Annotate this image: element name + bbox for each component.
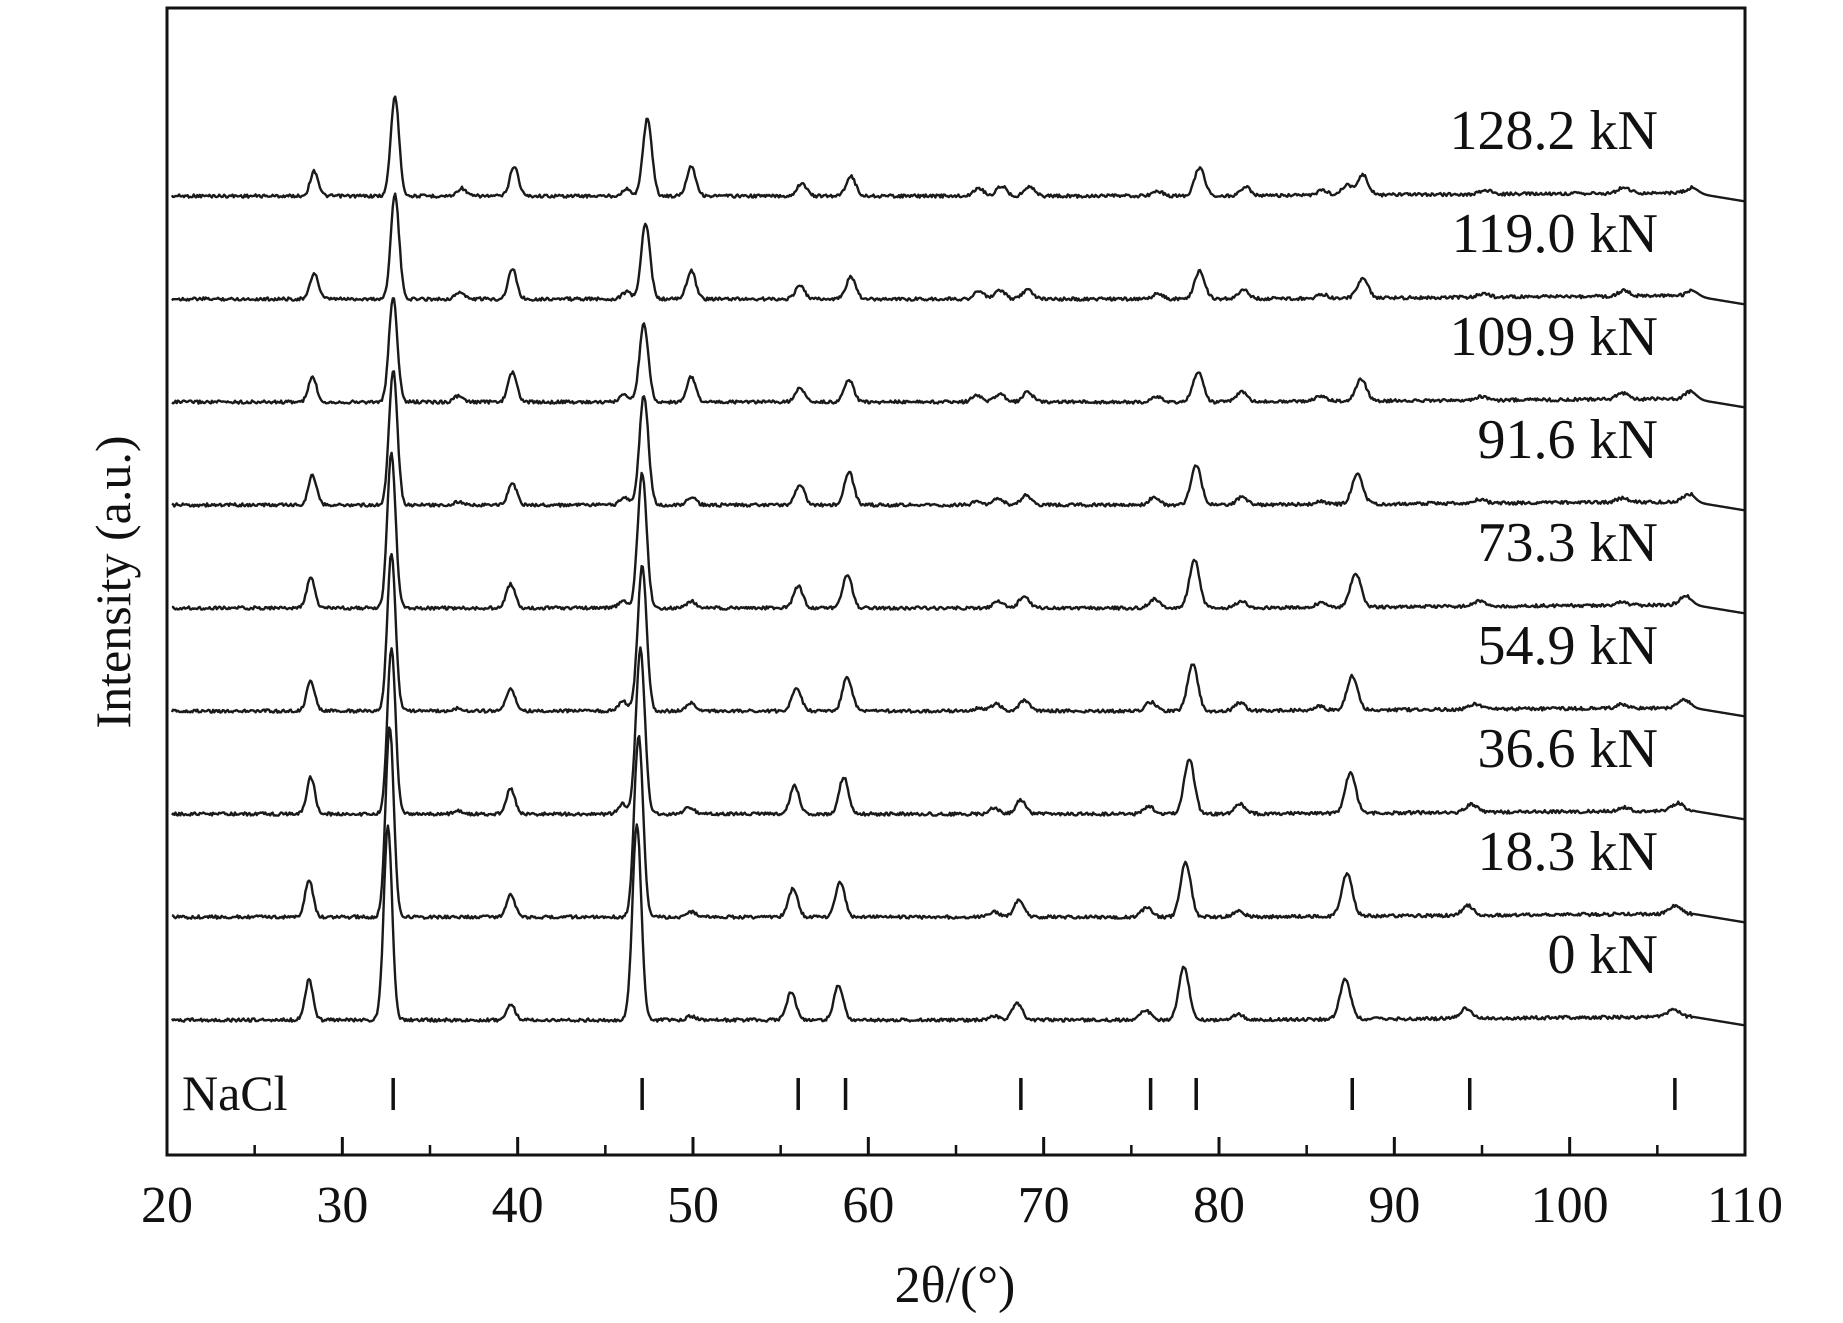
x-tick-label: 40 <box>492 1177 544 1234</box>
series-label-layer: 128.2 kN 119.0 kN 109.9 kN 91.6 kN 73.3 kN 54… <box>1450 100 1658 986</box>
reference-label: NaCl <box>182 1065 288 1121</box>
series-label: 128.2 kN <box>1450 100 1658 162</box>
x-tick-label: 110 <box>1707 1177 1783 1234</box>
series-layer <box>170 95 1744 1027</box>
reference-layer: NaCl <box>182 1065 1677 1121</box>
series-label: 73.3 kN <box>1478 512 1658 574</box>
y-axis-title: Intensity (a.u.) <box>85 436 141 729</box>
xrd-series-line <box>171 451 1744 615</box>
series-label: 91.6 kN <box>1478 409 1658 471</box>
xrd-series-line <box>170 552 1744 718</box>
series-label: 18.3 kN <box>1478 821 1658 883</box>
xrd-series-line <box>171 192 1744 306</box>
x-axis-title: 2θ/(°) <box>895 1257 1016 1314</box>
x-tick-label: 30 <box>316 1177 368 1234</box>
xrd-series-line <box>170 95 1744 203</box>
series-label: 36.6 kN <box>1478 718 1658 780</box>
x-tick-label: 20 <box>141 1177 193 1234</box>
x-tick-label: 70 <box>1018 1177 1070 1234</box>
x-axis: 20 30 40 50 60 70 80 90 100 110 <box>141 1137 1783 1234</box>
xrd-series-line <box>170 823 1744 1027</box>
series-label: 119.0 kN <box>1452 203 1658 265</box>
x-tick-label: 90 <box>1368 1177 1420 1234</box>
xrd-series-line <box>171 297 1744 409</box>
x-tick-label: 50 <box>667 1177 719 1234</box>
series-label: 54.9 kN <box>1478 615 1658 677</box>
x-tick-label: 60 <box>842 1177 894 1234</box>
xrd-series-line <box>171 646 1744 821</box>
x-tick-label: 100 <box>1531 1177 1609 1234</box>
xrd-series-line <box>171 726 1744 924</box>
xrd-series-line <box>171 370 1744 512</box>
series-label: 0 kN <box>1548 924 1658 986</box>
x-tick-label: 80 <box>1193 1177 1245 1234</box>
series-label: 109.9 kN <box>1450 306 1658 368</box>
